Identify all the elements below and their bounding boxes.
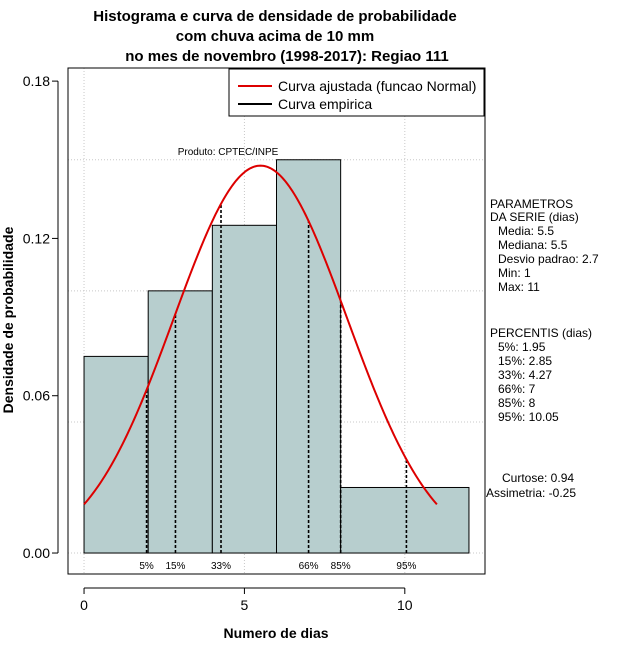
percentile-label-0: 5% [139, 561, 154, 572]
histogram-bar-2 [211, 224, 278, 554]
y-axis-label: Densidade de probabilidade [0, 226, 16, 413]
percentil-5: 5%: 1.95 [498, 340, 546, 354]
axes: 0 5 10 0.00 0.06 0.12 0.18 [23, 73, 413, 613]
legend-label-fitted: Curva ajustada (funcao Normal) [278, 78, 476, 94]
statistics-panel: PARAMETROS DA SERIE (dias) Media: 5.5 Me… [486, 197, 599, 500]
percentil-95: 95%: 10.05 [498, 410, 559, 424]
x-tick-label-0: 0 [80, 597, 88, 613]
percentil-66: 66%: 7 [498, 382, 536, 396]
legend-label-empirical: Curva empirica [278, 96, 372, 112]
param-desvio: Desvio padrao: 2.7 [498, 252, 599, 266]
histogram-bar-1 [147, 290, 213, 554]
chart-title-line-1: Histograma e curva de densidade de proba… [93, 8, 456, 25]
percentile-label-3: 66% [299, 561, 319, 572]
y-tick-label-3: 0.18 [23, 73, 50, 89]
params-header-1: PARAMETROS [490, 197, 573, 211]
param-mediana: Mediana: 5.5 [498, 238, 568, 252]
y-tick-label-0: 0.00 [23, 545, 50, 561]
fitted-normal-curve [83, 164, 438, 506]
x-axis-label: Numero de dias [223, 625, 328, 641]
x-tick-label-1: 5 [241, 597, 249, 613]
percentile-label-4: 85% [331, 561, 351, 572]
x-tick-label-2: 10 [397, 597, 413, 613]
chart-title-line-2: com chuva acima de 10 mm [176, 28, 374, 45]
percentile-label-2: 33% [211, 561, 231, 572]
percentile-lines: 5% 15% 33% 66% 85% 95% [139, 203, 417, 572]
percentil-15: 15%: 2.85 [498, 354, 552, 368]
y-tick-label-2: 0.12 [23, 230, 50, 246]
density-curves [83, 164, 438, 506]
param-media: Media: 5.5 [498, 224, 554, 238]
param-max: Max: 11 [498, 280, 540, 294]
legend: Curva ajustada (funcao Normal) Curva emp… [228, 68, 485, 117]
y-tick-label-1: 0.06 [23, 388, 50, 404]
chart-title-line-3: no mes de novembro (1998-2017): Regiao 1… [125, 48, 448, 65]
curtose-value: Curtose: 0.94 [502, 471, 574, 485]
percentil-85: 85%: 8 [498, 396, 536, 410]
percentis-header: PERCENTIS (dias) [490, 326, 592, 340]
percentil-33: 33%: 4.27 [498, 368, 552, 382]
percentile-label-1: 15% [165, 561, 185, 572]
assimetria-value: Assimetria: -0.25 [486, 486, 576, 500]
histogram-bars [83, 159, 470, 554]
percentile-label-5: 95% [396, 561, 416, 572]
param-min: Min: 1 [498, 266, 531, 280]
params-header-2: DA SERIE (dias) [490, 210, 579, 224]
legend-box [228, 68, 485, 117]
product-label: Produto: CPTEC/INPE [178, 147, 279, 158]
plot-frame [67, 67, 486, 575]
histogram-bar-4 [340, 486, 470, 554]
